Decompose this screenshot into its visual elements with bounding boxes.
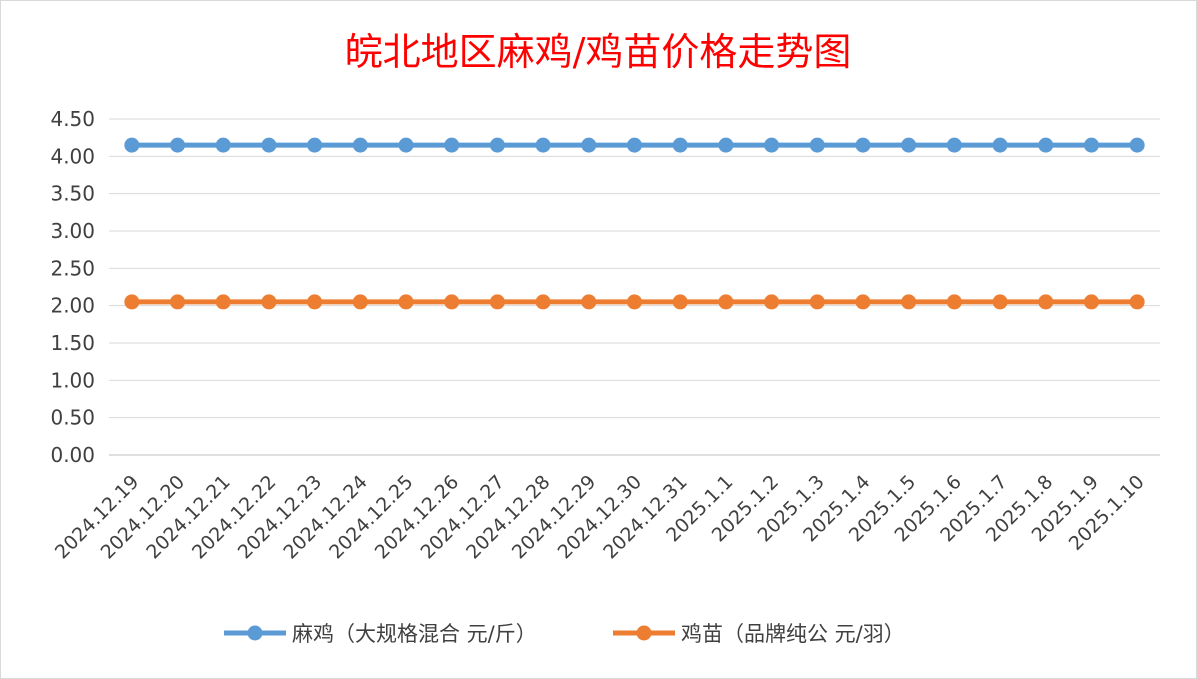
data-point xyxy=(581,294,597,310)
data-point xyxy=(627,294,642,310)
data-point xyxy=(307,294,323,310)
y-tick-label: 2.50 xyxy=(50,256,95,280)
y-tick-label: 0.50 xyxy=(50,406,95,430)
y-tick-label: 4.00 xyxy=(50,144,95,168)
data-point xyxy=(946,294,962,310)
y-tick-label: 1.50 xyxy=(50,331,95,355)
data-point xyxy=(627,137,642,153)
data-point xyxy=(1083,294,1099,310)
legend-item: 麻鸡（大规格混合 元/斤） xyxy=(224,622,537,646)
data-point xyxy=(215,137,231,153)
data-point xyxy=(261,294,277,310)
data-point xyxy=(398,137,414,153)
data-point xyxy=(581,137,597,153)
data-point xyxy=(307,137,323,153)
chart-title: 皖北地区麻鸡/鸡苗价格走势图 xyxy=(345,30,852,74)
data-point xyxy=(170,294,186,310)
y-tick-label: 1.00 xyxy=(50,368,95,392)
data-point xyxy=(444,294,460,310)
data-point xyxy=(809,294,825,310)
data-point xyxy=(718,137,734,153)
series-1 xyxy=(124,294,1145,310)
data-point xyxy=(901,137,917,153)
data-point xyxy=(489,294,505,310)
x-axis-tick-labels: 2024.12.192024.12.202024.12.212024.12.22… xyxy=(51,471,1149,563)
legend-marker xyxy=(247,625,263,641)
legend-marker xyxy=(636,625,652,641)
series-0 xyxy=(124,137,1145,153)
data-point xyxy=(992,137,1008,153)
data-point xyxy=(718,294,734,310)
data-point xyxy=(1129,294,1145,310)
data-point xyxy=(855,294,871,310)
data-point xyxy=(809,137,825,153)
data-point xyxy=(855,137,871,153)
data-point xyxy=(764,137,780,153)
data-point xyxy=(170,137,186,153)
data-point xyxy=(901,294,917,310)
data-point xyxy=(352,294,368,310)
data-point xyxy=(215,294,231,310)
data-point xyxy=(1038,137,1054,153)
data-point xyxy=(1038,294,1054,310)
data-point xyxy=(1083,137,1099,153)
y-axis-tick-labels: 0.00 0.50 1.00 1.50 2.00 2.50 3.00 3.50 4.00 4.50 xyxy=(50,107,95,467)
legend: 麻鸡（大规格混合 元/斤） 鸡苗（品牌纯公 元/羽） xyxy=(224,622,905,646)
data-point xyxy=(124,294,140,310)
data-point xyxy=(124,137,140,153)
data-point xyxy=(672,294,688,310)
y-tick-label: 3.00 xyxy=(50,219,95,243)
data-point xyxy=(1129,137,1145,153)
legend-label: 鸡苗（品牌纯公 元/羽） xyxy=(681,622,905,646)
legend-item: 鸡苗（品牌纯公 元/羽） xyxy=(613,622,905,646)
data-point xyxy=(261,137,277,153)
data-point xyxy=(444,137,460,153)
gridlines xyxy=(109,118,1160,456)
data-point xyxy=(352,137,368,153)
data-point xyxy=(946,137,962,153)
series-lines xyxy=(124,137,1145,310)
data-point xyxy=(398,294,414,310)
data-point xyxy=(992,294,1008,310)
data-point xyxy=(535,294,551,310)
data-point xyxy=(489,137,505,153)
y-tick-label: 2.00 xyxy=(50,294,95,318)
data-point xyxy=(535,137,551,153)
y-tick-label: 3.50 xyxy=(50,182,95,206)
data-point xyxy=(764,294,780,310)
y-tick-label: 0.00 xyxy=(50,443,95,467)
data-point xyxy=(672,137,688,153)
y-tick-label: 4.50 xyxy=(50,107,95,131)
legend-label: 麻鸡（大规格混合 元/斤） xyxy=(292,622,537,646)
